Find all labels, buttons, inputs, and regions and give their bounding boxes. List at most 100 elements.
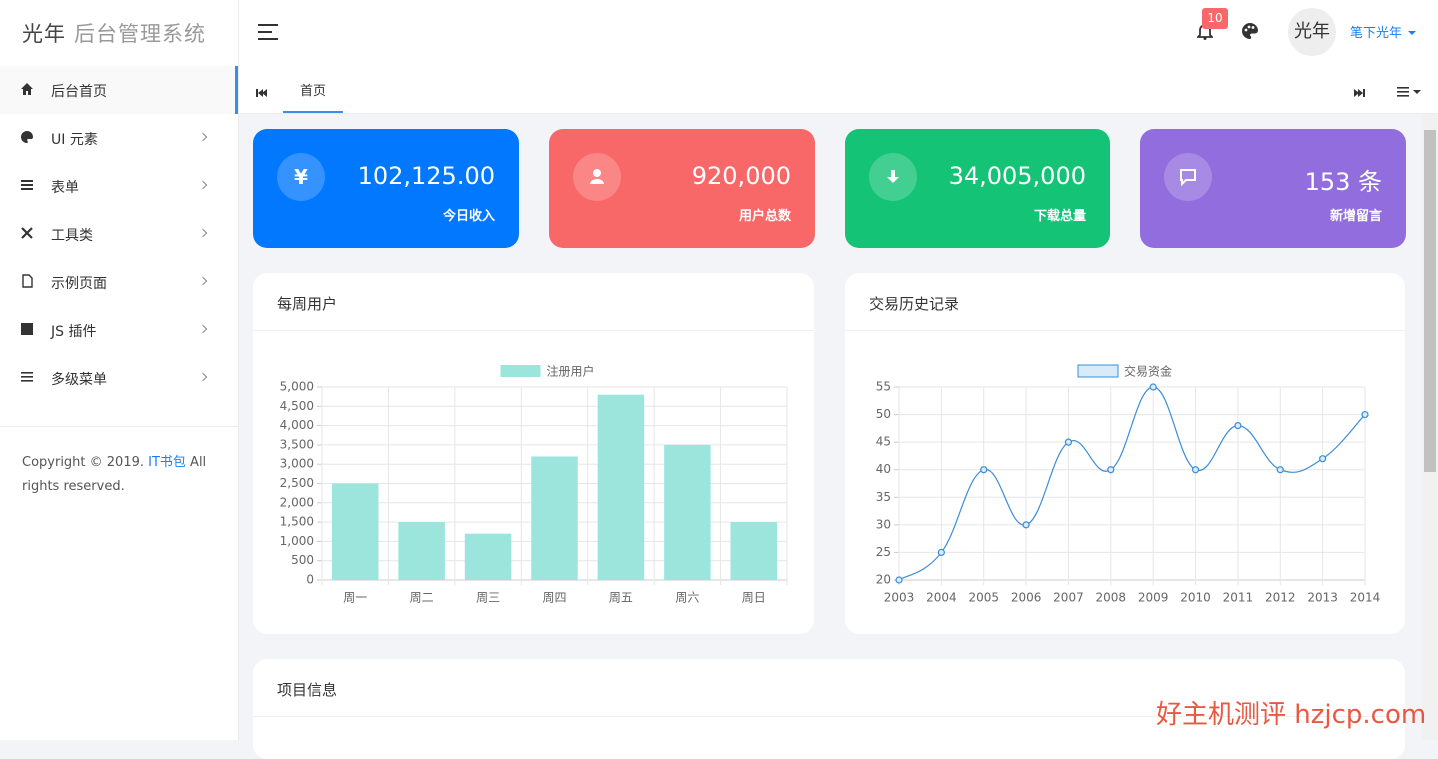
y-tick-label: 5,000 [280,380,314,394]
divider [845,330,1405,331]
x-tick-label: 2004 [926,591,957,605]
chevron [198,324,208,334]
stat-card: 920,000 用户总数 [549,129,815,248]
stat-value: 153 条 [1304,168,1382,196]
y-tick-label: 55 [876,380,891,394]
copyright-text: Copyright © 2019. [22,455,149,470]
point [980,466,988,474]
menu-item[interactable]: 工具类 [0,210,238,258]
menu-item[interactable]: 后台首页 [0,66,238,114]
divider [253,330,814,331]
theme-icon[interactable] [1241,22,1259,40]
copyright: Copyright © 2019. IT书包 All rights reserv… [22,451,222,499]
copyright-link[interactable]: IT书包 [148,455,186,470]
menu-icon [21,180,33,190]
x-tick-label: 周二 [410,591,434,605]
x-tick-label: 2006 [1011,591,1042,605]
point [1276,466,1284,474]
point [1149,383,1157,391]
point [1022,521,1030,529]
menu-item[interactable]: UI 元素 [0,114,238,162]
menu-item[interactable]: 多级菜单 [0,354,238,402]
user-menu[interactable]: 笔下光年 [1350,22,1418,41]
card-title: 交易历史记录 [869,295,960,313]
logo[interactable]: 光年 后台管理系统 [22,18,206,48]
x-tick-label: 周四 [542,591,566,605]
y-tick-label: 20 [876,573,891,587]
menu-label: 多级菜单 [51,372,107,388]
avatar[interactable]: 光年 [1288,8,1336,56]
point [895,576,903,584]
menu-label: UI 元素 [51,132,98,148]
y-tick-label: 3,000 [280,457,314,471]
x-tick-label: 2014 [1350,591,1381,605]
stat-label: 用户总数 [738,209,791,224]
sidebar: 光年 后台管理系统 后台首页 UI 元素表单工具类示例页面 JS 插件多级菜单 Cop… [0,0,239,740]
tab-options[interactable] [1397,86,1423,98]
y-tick-label: 4,000 [280,418,314,432]
stat-value: 34,005,000 [948,162,1086,190]
point [1361,410,1369,419]
point [1107,466,1115,474]
x-tick-label: 2005 [968,591,999,605]
point [1064,438,1073,446]
watermark: 好主机测评 hzjcp.com [1156,700,1427,730]
y-tick-label: 50 [876,407,891,421]
y-tick-label: 2,000 [280,495,314,509]
x-tick-label: 2013 [1307,591,1338,605]
message-icon [1180,169,1196,187]
menu-label: JS 插件 [51,324,97,340]
stat-icon [1164,153,1212,201]
menu-toggle[interactable] [258,23,280,41]
stat-icon [869,153,917,201]
bar [531,456,578,580]
legend-swatch [1077,364,1119,378]
menu-icon [21,372,33,382]
scrollbar-thumb[interactable] [1424,130,1436,472]
download-icon [887,170,899,183]
chart-card: 交易历史记录 [845,273,1405,634]
tab-first[interactable] [256,88,268,98]
point [937,548,945,557]
stat-card: 153 条 新增留言 [1140,129,1406,248]
menu-item[interactable]: 示例页面 [0,258,238,306]
menu-icon [22,274,33,288]
menu-icon [21,83,33,95]
tab[interactable]: 首页 [283,66,343,113]
stat-value: 920,000 [691,162,791,190]
stat-card: ¥ 102,125.00 今日收入 [253,129,519,248]
tab-last[interactable] [1353,88,1365,98]
chevron [198,228,208,238]
legend-swatch [500,365,541,377]
menu-label: 工具类 [51,228,93,244]
x-tick-label: 2003 [884,591,915,605]
caret [1408,31,1417,35]
x-tick-label: 周六 [675,591,699,605]
y-tick-label: 1,500 [280,515,314,529]
stat-value: 102,125.00 [357,162,495,190]
x-tick-label: 周一 [343,591,367,605]
bar [398,522,445,580]
notification-badge: 10 [1202,8,1228,29]
line-chart: 20 25 30 35 40 45 50 55 交易资金 2003 2004 2005 2006 2007… [876,364,1381,605]
menu-item[interactable]: JS 插件 [0,306,238,354]
y-tick-label: 1,000 [280,534,314,548]
stat-card: 34,005,000 下载总量 [845,129,1110,248]
chevron [198,372,208,382]
y-tick-label: 25 [876,545,891,559]
chevron [198,276,208,286]
bar [730,522,778,580]
card-title: 项目信息 [277,681,338,699]
bar-chart: 0 500 1,000 1,500 2,000 2,500 3,000 3,500 4,000 4… [280,364,788,605]
menu-item[interactable]: 表单 [0,162,238,210]
bar [664,444,711,580]
x-tick-label: 2010 [1180,591,1211,605]
menu-icon [21,131,33,143]
stat-label: 今日收入 [442,209,495,224]
legend-label: 交易资金 [1124,364,1172,379]
x-tick-label: 2007 [1053,591,1084,605]
x-tick-label: 2009 [1138,591,1169,605]
bar [597,394,645,580]
menu-icon [21,323,33,335]
